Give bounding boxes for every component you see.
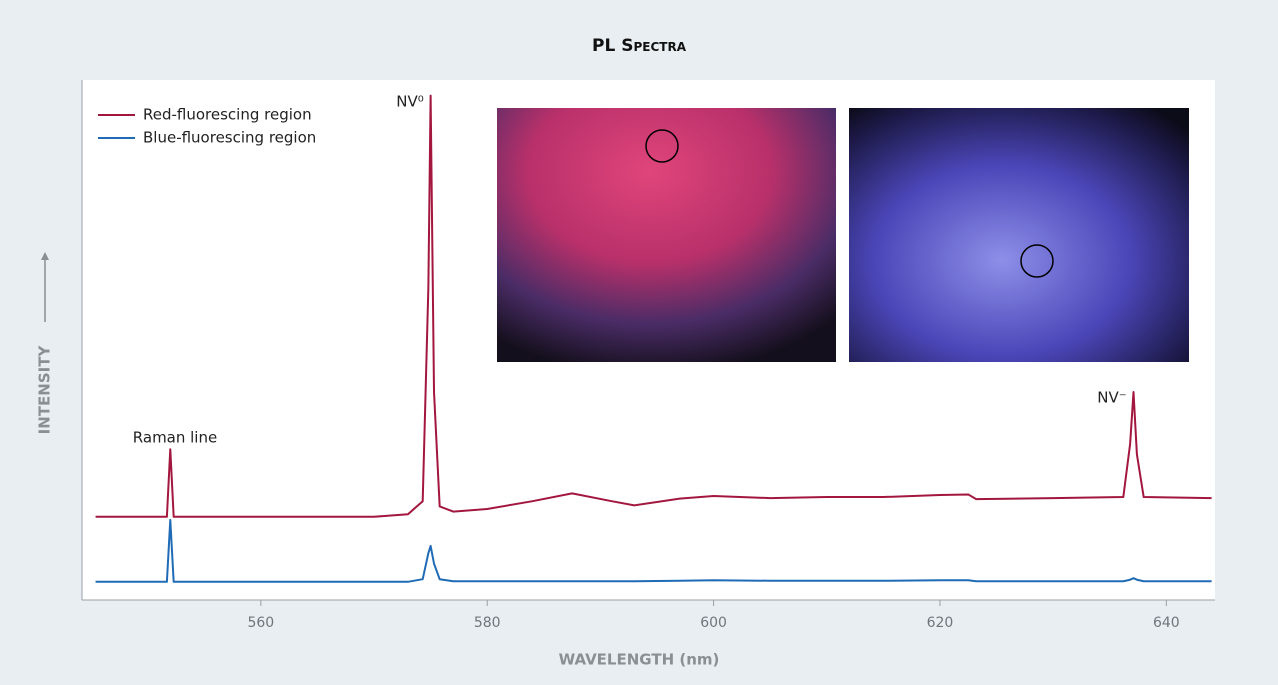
x-tick-label: 620 <box>927 615 954 631</box>
chart: PL Spectra WAVELENGTH (nm) INTENSITY 560… <box>0 0 1278 681</box>
y-axis-label: INTENSITY <box>36 345 54 435</box>
x-tick-label: 560 <box>247 615 274 631</box>
x-axis-label: WAVELENGTH (nm) <box>559 651 720 669</box>
annotation: Raman line <box>133 429 217 447</box>
legend-label: Red-fluorescing region <box>143 106 312 124</box>
x-tick-label: 580 <box>474 615 501 631</box>
x-tick-label: 600 <box>700 615 727 631</box>
x-tick-label: 640 <box>1153 615 1180 631</box>
photo-red <box>497 108 836 362</box>
annotation: NV⁰ <box>396 93 424 111</box>
photo-blue <box>849 108 1189 362</box>
chart-title: PL Spectra <box>592 36 687 56</box>
annotation: NV⁻ <box>1097 389 1126 407</box>
page: PL Spectra WAVELENGTH (nm) INTENSITY 560… <box>0 0 1278 685</box>
legend-label: Blue-fluorescing region <box>143 129 316 147</box>
